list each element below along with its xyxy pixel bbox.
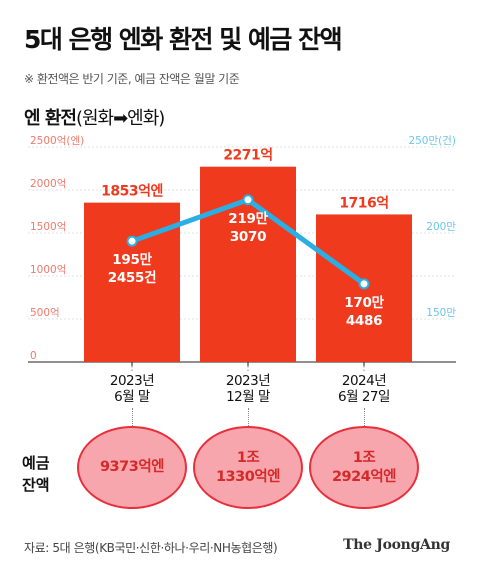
line-point-label: 195만: [112, 252, 152, 268]
category-label-line: 12월 말: [226, 389, 270, 405]
deposit-balance-value: 2924억엔: [331, 468, 397, 485]
left-axis-tick-label: 1500억: [30, 221, 66, 233]
category-label-line: 2023년: [109, 373, 155, 389]
deposit-balance-value: 1330억엔: [215, 468, 281, 485]
bar-value-label: 1853억엔: [101, 183, 163, 200]
bar-value-label: 1716억: [339, 195, 388, 211]
section-title-rest: (원화➡엔화): [75, 108, 165, 129]
category-label-line: 2024년: [341, 373, 387, 389]
deposit-balance-value: 1조: [236, 449, 260, 466]
category-label-line: 2023년: [225, 373, 271, 389]
chart-section-title: 엔 환전(원화➡엔화): [24, 104, 165, 130]
bar-value-label: 2271억: [223, 148, 272, 164]
deposit-balance-bubble: 1조 1330억엔: [193, 426, 303, 509]
category-connector: [248, 408, 249, 426]
left-axis-tick-label: 0: [30, 350, 37, 362]
left-axis-tick-label: 500억: [30, 307, 60, 319]
deposit-balance-bubble: 9373억엔: [77, 426, 187, 509]
line-point-label: 3070: [230, 229, 266, 245]
line-point-label: 219만: [228, 211, 268, 227]
category-connector: [132, 408, 133, 426]
right-axis-tick-label: 200만: [426, 221, 456, 233]
line-point-label: 170만: [344, 295, 384, 311]
deposit-label: 예금 잔액: [22, 452, 50, 496]
left-axis-tick-label: 2500억(엔): [30, 135, 84, 147]
category-label-line: 6월 말: [114, 389, 150, 405]
right-axis-tick-label: 150만: [426, 307, 456, 319]
left-axis-tick-label: 2000억: [30, 178, 66, 190]
section-title-bold: 엔 환전: [24, 108, 77, 129]
line-point: [358, 278, 370, 290]
category-label-line: 6월 27일: [338, 389, 390, 405]
subtitle-note: ※ 환전액은 반기 기준, 예금 잔액은 월말 기준: [24, 72, 240, 86]
deposit-label-line-1: 예금: [22, 454, 50, 472]
category-connector: [364, 408, 365, 426]
source-note: 자료: 5대 은행(KB국민·신한·하나·우리·NH농협은행): [24, 541, 278, 555]
exchange-chart: 0 500억 1000억 1500억 2000억 2500억(엔) 150만 200만 250만…: [28, 135, 456, 372]
right-axis-tick-label: 250만(건): [408, 135, 456, 147]
deposit-balance-value: 9373억엔: [99, 459, 165, 475]
category-label: 2024년 6월 27일: [319, 373, 409, 405]
line-point: [242, 194, 254, 206]
category-label: 2023년 6월 말: [87, 373, 177, 405]
deposit-balance-bubble: 1조 2924억엔: [309, 426, 419, 509]
category-label: 2023년 12월 말: [203, 373, 293, 405]
publisher-logo: The JoongAng: [343, 537, 450, 553]
line-point-label: 2455건: [108, 269, 157, 286]
left-axis-tick-label: 1000억: [30, 264, 66, 276]
deposit-balance-value: 1조: [352, 449, 376, 466]
deposit-label-line-2: 잔액: [22, 476, 50, 494]
line-point: [126, 235, 138, 247]
line-point-label: 4486: [346, 313, 382, 329]
page-title: 5대 은행 엔화 환전 및 예금 잔액: [24, 25, 343, 54]
